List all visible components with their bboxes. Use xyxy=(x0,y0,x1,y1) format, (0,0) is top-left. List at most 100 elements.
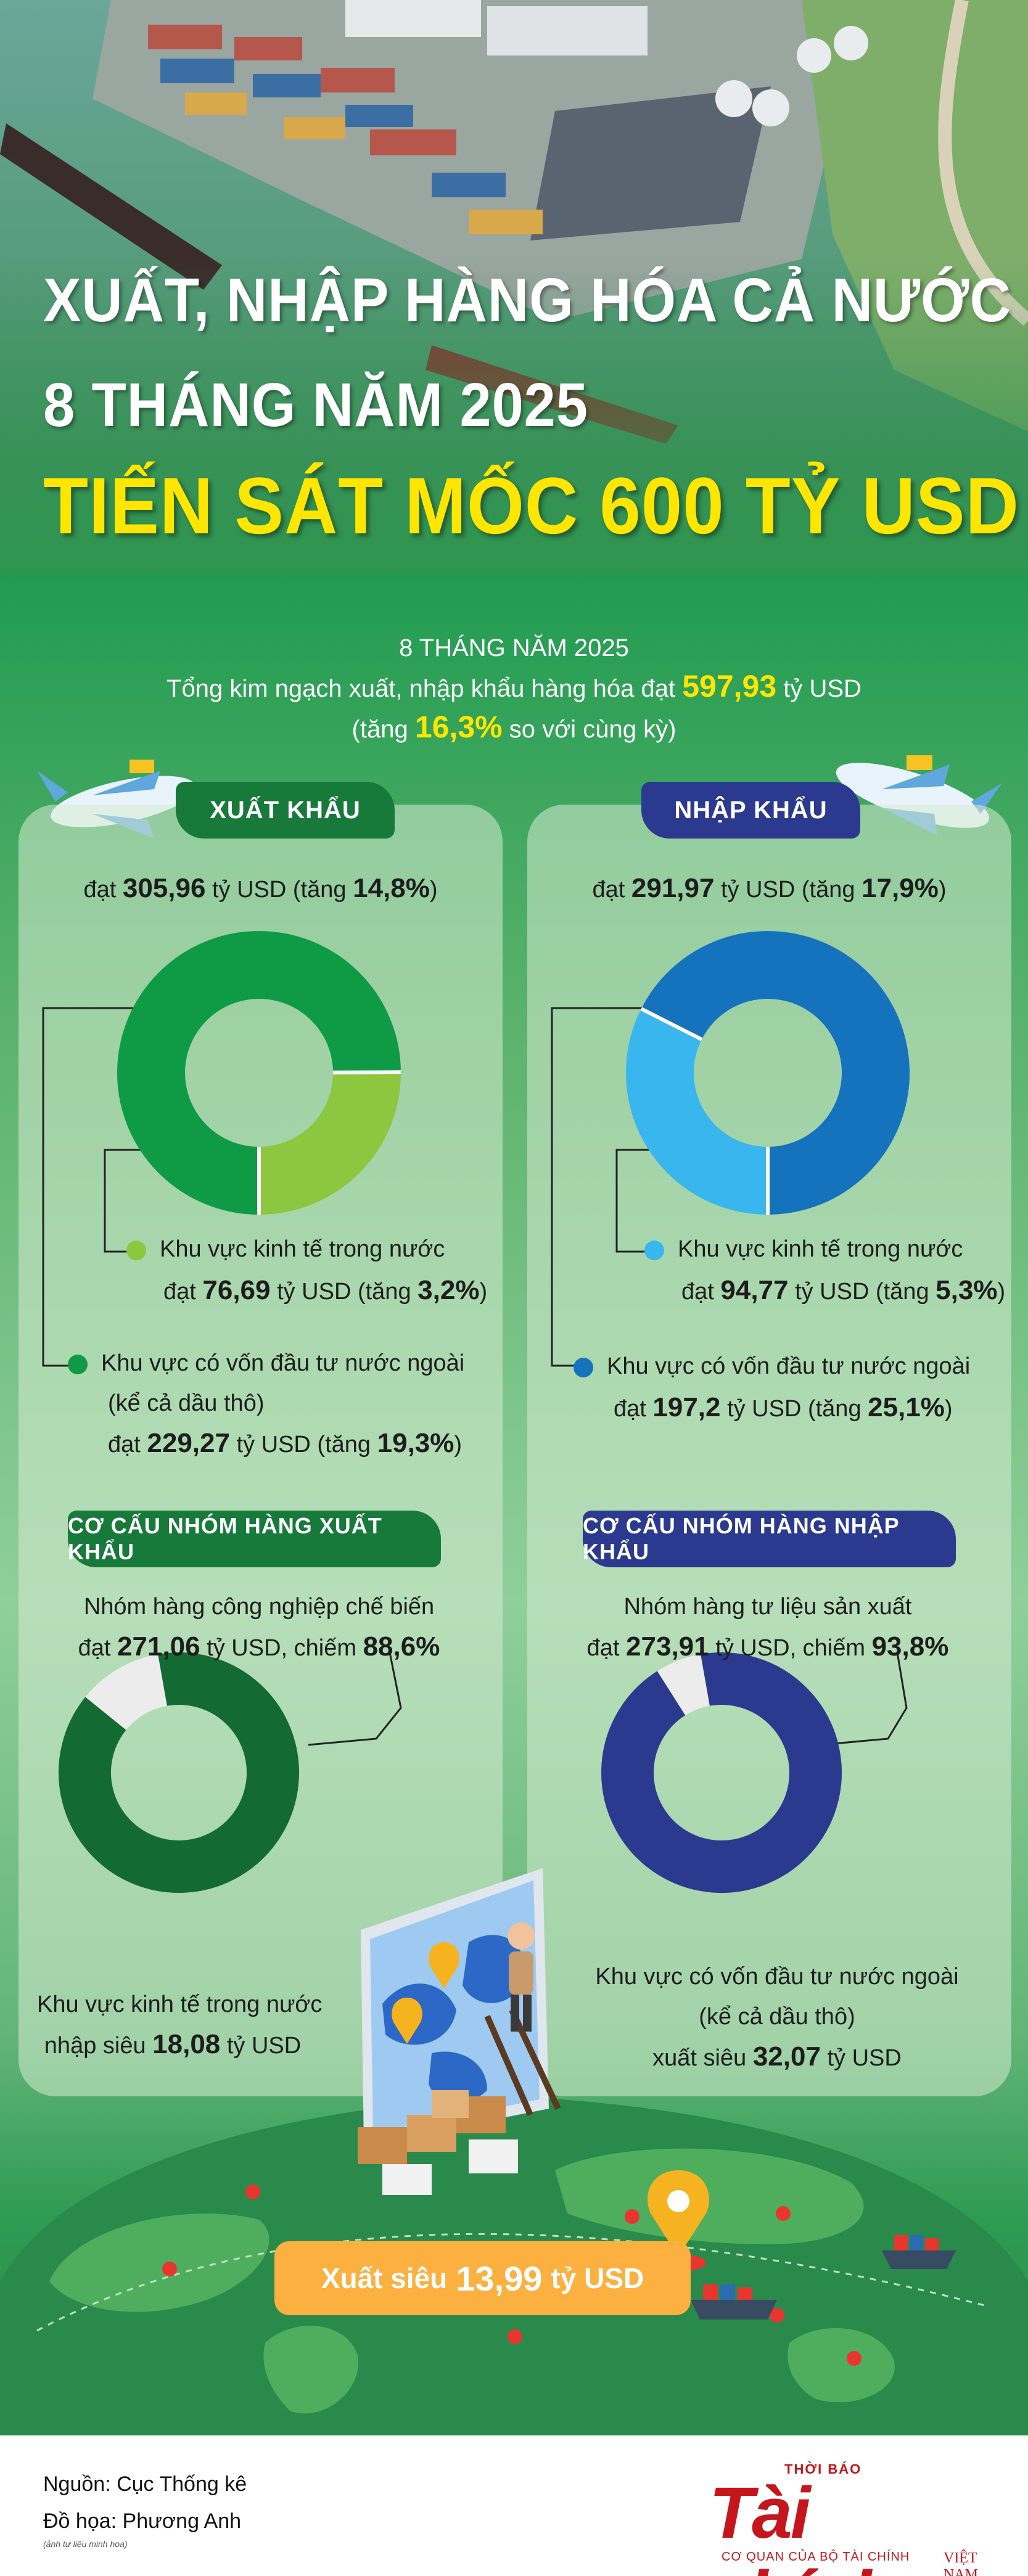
cargo-ship-icon xyxy=(691,2284,777,2320)
donut-chart-import xyxy=(626,931,910,1215)
export-balance-label: Khu vực kinh tế trong nước xyxy=(37,1991,323,2017)
legend-dot-icon xyxy=(574,1357,593,1377)
export-fdi-value-line: đạt 229,27 tỷ USD (tăng 19,3%) xyxy=(108,1424,462,1464)
donut-slice-import-0 xyxy=(626,1009,769,1215)
donut-slice-export-0 xyxy=(258,1072,401,1215)
import-balance-value-line: xuất siêu 32,07 tỷ USD xyxy=(580,2038,974,2077)
trade-surplus-banner: Xuất siêu 13,99 tỷ USD xyxy=(274,2241,691,2315)
import-domestic-label: Khu vực kinh tế trong nước xyxy=(678,1236,963,1262)
export-domestic-mid: tỷ USD (tăng xyxy=(277,1279,411,1305)
summary: 8 THÁNG NĂM 2025 Tổng kim ngạch xuất, nh… xyxy=(0,629,1028,749)
export-fdi-growth: 19,3% xyxy=(377,1428,454,1458)
logo-country: VIỆT NAM xyxy=(944,2550,979,2576)
import-fdi-post: ) xyxy=(944,1396,953,1422)
export-domestic-value: 76,69 xyxy=(202,1275,271,1305)
cargo-boxes-icon xyxy=(358,2090,518,2195)
location-pin-icons xyxy=(162,2157,861,2366)
import-total-mid: tỷ USD (tăng xyxy=(721,877,855,903)
import-fdi-legend: Khu vực có vốn đầu tư nước ngoài xyxy=(574,1347,970,1385)
import-group-pre: đạt xyxy=(586,1635,620,1661)
import-balance-label2: (kể cả dầu thô) xyxy=(699,2004,855,2030)
export-fdi-value: 229,27 xyxy=(147,1428,230,1458)
export-group-value: 271,06 xyxy=(117,1631,200,1662)
legend-dot-icon xyxy=(644,1240,664,1260)
export-total-growth: 14,8% xyxy=(353,873,430,903)
import-total-growth: 17,9% xyxy=(861,873,939,903)
summary-growth-value: 16,3% xyxy=(414,710,503,744)
cargo-ship-icon xyxy=(882,2235,956,2269)
import-fdi-value-line: đạt 197,2 tỷ USD (tăng 25,1%) xyxy=(614,1388,953,1428)
export-total: đạt 305,96 tỷ USD (tăng 14,8%) xyxy=(19,869,503,909)
summary-total-label: Tổng kim ngạch xuất, nhập khẩu hàng hóa … xyxy=(167,675,676,702)
summary-total-value: 597,93 xyxy=(682,669,777,703)
source-credit: Nguồn: Cục Thống kê xyxy=(43,2472,247,2496)
export-balance-pre: nhập siêu xyxy=(44,2033,146,2059)
donut-slice-export-structure-0 xyxy=(59,1652,299,1893)
export-fdi-pre: đạt xyxy=(108,1432,141,1458)
export-group-pre: đạt xyxy=(78,1635,111,1661)
summary-growth: (tăng 16,3% so với cùng kỳ) xyxy=(0,708,1028,749)
import-domestic-growth: 5,3% xyxy=(935,1275,998,1305)
export-balance-value-line: nhập siêu 18,08 tỷ USD xyxy=(37,2025,308,2065)
import-total-pre: đạt xyxy=(592,877,625,903)
map-board-illustration xyxy=(361,1868,561,2146)
surplus-value: 13,99 xyxy=(456,2258,543,2298)
donut-slice-import-structure-0 xyxy=(601,1652,842,1893)
export-fdi-label2: (kể cả dầu thô) xyxy=(108,1390,265,1416)
import-fdi-mid: tỷ USD (tăng xyxy=(727,1396,861,1422)
export-balance-value: 18,08 xyxy=(152,2029,221,2059)
publisher-logo: THỜI BÁO Tài chính CƠ QUAN CỦA BỘ TÀI CH… xyxy=(709,2460,1011,2576)
import-badge: NHẬP KHẨU xyxy=(641,782,860,839)
export-total-post: ) xyxy=(429,877,438,903)
export-fdi-connector xyxy=(42,1007,154,1367)
import-domestic-pre: đạt xyxy=(681,1279,714,1305)
import-domestic-value-line: đạt 94,77 tỷ USD (tăng 5,3%) xyxy=(681,1271,1005,1311)
donut-slice-export-1 xyxy=(117,931,401,1215)
hero-banner: XUẤT, NHẬP HÀNG HÓA CẢ NƯỚC 8 THÁNG NĂM … xyxy=(0,0,1028,573)
title-line-1: XUẤT, NHẬP HÀNG HÓA CẢ NƯỚC xyxy=(43,266,1011,335)
export-fdi-label: Khu vực có vốn đầu tư nước ngoài xyxy=(101,1350,465,1376)
export-domestic-label: Khu vực kinh tế trong nước xyxy=(160,1236,445,1262)
donut-chart-export-structure xyxy=(59,1652,299,1893)
import-fdi-pre: đạt xyxy=(614,1396,646,1422)
surplus-unit: tỷ USD xyxy=(551,2262,644,2294)
logo-name: Tài chính xyxy=(709,2472,896,2576)
import-fdi-value: 197,2 xyxy=(652,1392,721,1422)
export-badge: XUẤT KHẨU xyxy=(176,782,395,839)
import-domestic-value: 94,77 xyxy=(720,1275,789,1305)
import-total: đạt 291,97 tỷ USD (tăng 17,9%) xyxy=(527,869,1011,909)
export-fdi-post: ) xyxy=(454,1432,463,1458)
summary-period: 8 THÁNG NĂM 2025 xyxy=(399,634,629,662)
donut-slice-export-structure-1 xyxy=(85,1654,168,1731)
import-total-value: 291,97 xyxy=(631,873,715,903)
export-group-value-line: đạt 271,06 tỷ USD, chiếm 88,6% xyxy=(37,1628,481,1667)
import-balance-unit: tỷ USD xyxy=(827,2045,902,2071)
import-group-mid: tỷ USD, chiếm xyxy=(715,1635,866,1661)
import-fdi-label: Khu vực có vốn đầu tư nước ngoài xyxy=(607,1353,971,1379)
import-group-label: Nhóm hàng tư liệu sản xuất xyxy=(623,1594,912,1620)
summary-growth-pre: (tăng xyxy=(352,716,408,743)
logo-subtitle: CƠ QUAN CỦA BỘ TÀI CHÍNH xyxy=(722,2550,910,2564)
summary-total-unit: tỷ USD xyxy=(783,675,861,702)
import-domestic-post: ) xyxy=(997,1279,1006,1305)
import-balance-label: Khu vực có vốn đầu tư nước ngoài xyxy=(595,1964,959,1990)
import-total-post: ) xyxy=(938,877,947,903)
export-total-value: 305,96 xyxy=(122,873,206,903)
export-group-label: Nhóm hàng công nghiệp chế biến xyxy=(83,1594,435,1620)
export-fdi-mid: tỷ USD (tăng xyxy=(236,1432,371,1458)
donut-separator xyxy=(640,1007,703,1041)
import-domestic-legend: Khu vực kinh tế trong nước xyxy=(644,1230,963,1268)
export-panel xyxy=(19,805,503,2096)
donut-chart-import-structure xyxy=(601,1652,842,1893)
import-domestic-connector xyxy=(615,1149,660,1253)
export-structure-connector xyxy=(308,1652,402,1746)
import-structure-badge: CƠ CẤU NHÓM HÀNG NHẬP KHẨU xyxy=(583,1511,956,1567)
import-domestic-mid: tỷ USD (tăng xyxy=(795,1279,929,1305)
import-group-share: 93,8% xyxy=(871,1631,949,1662)
import-structure-connector xyxy=(820,1652,908,1746)
export-domestic-post: ) xyxy=(479,1279,488,1305)
export-structure-badge: CƠ CẤU NHÓM HÀNG XUẤT KHẨU xyxy=(68,1511,441,1567)
export-total-pre: đạt xyxy=(83,877,117,903)
summary-total: Tổng kim ngạch xuất, nhập khẩu hàng hóa … xyxy=(0,667,1028,708)
